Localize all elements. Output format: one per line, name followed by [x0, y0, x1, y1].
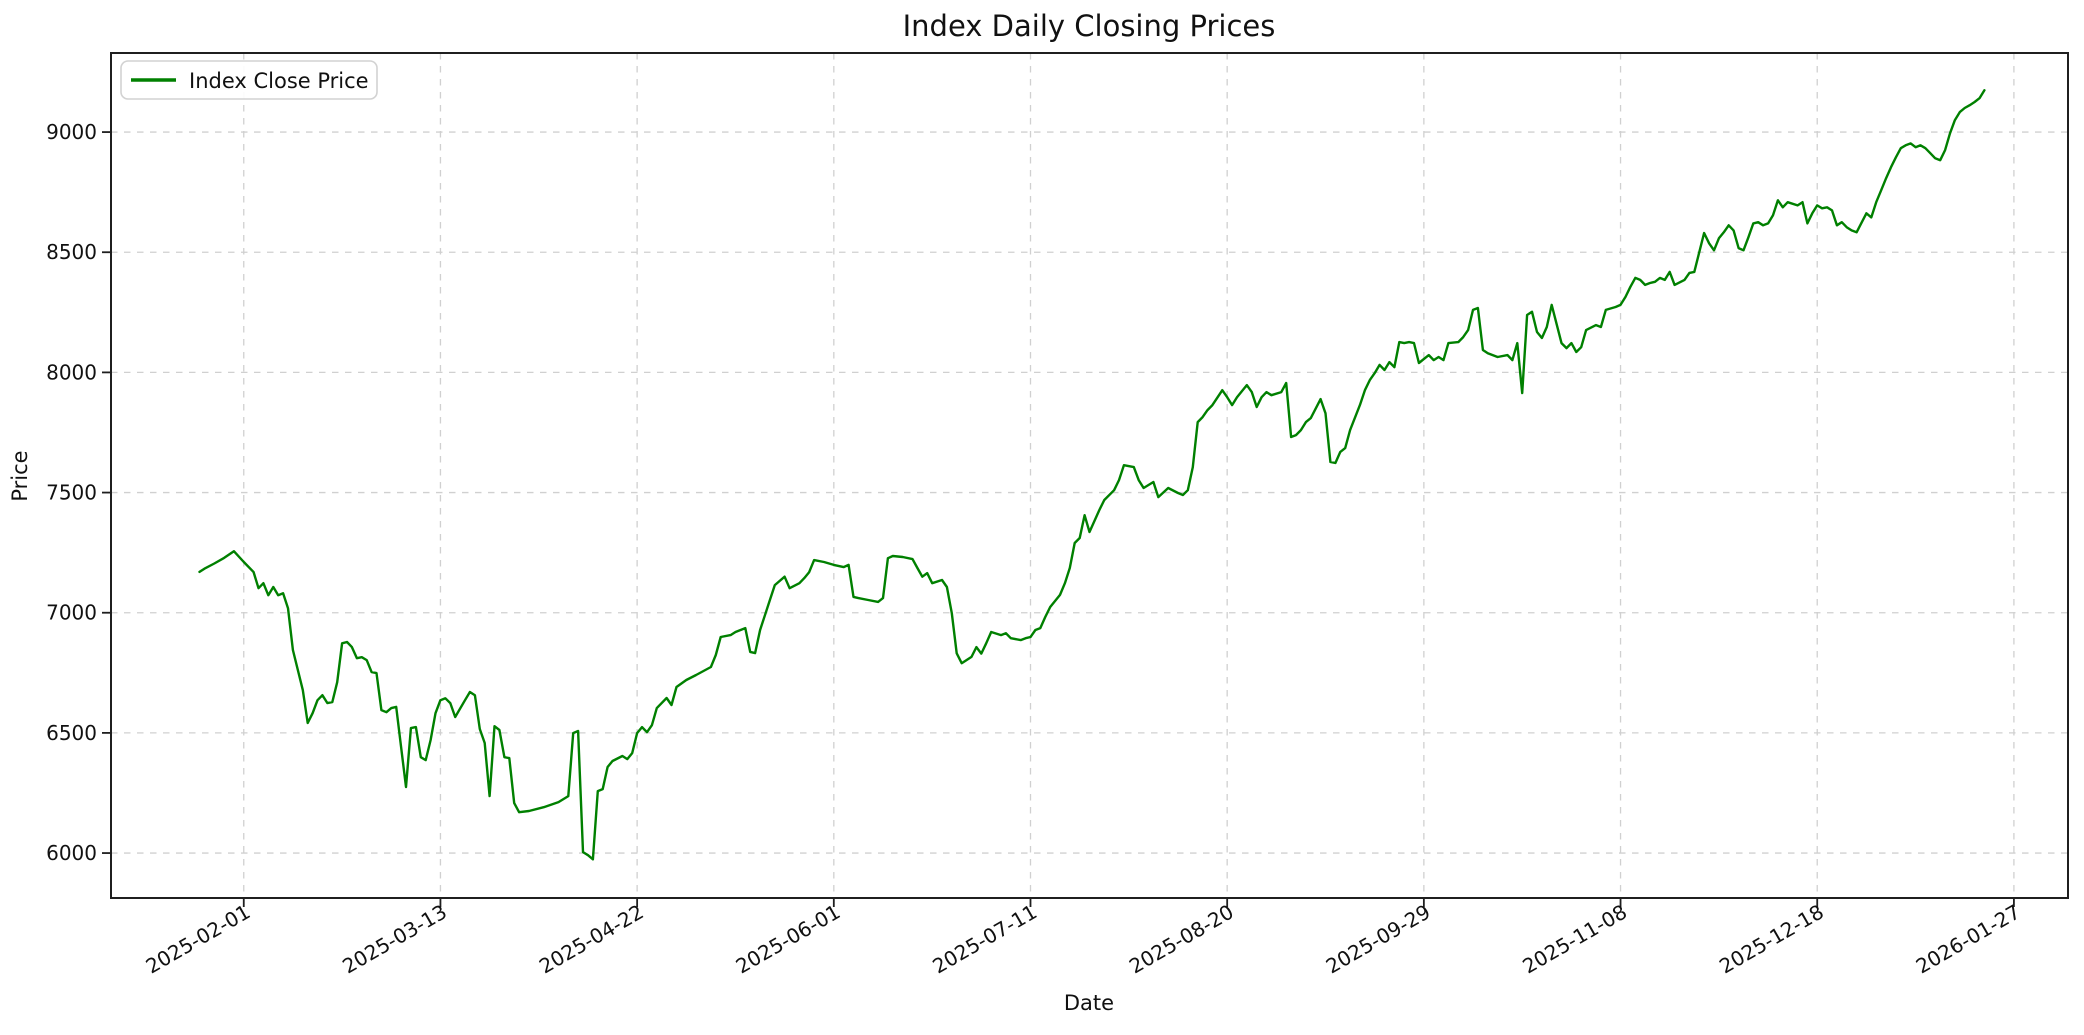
y-tick-label: 9000 — [46, 120, 97, 144]
x-tick-label: 2025-08-20 — [1125, 900, 1238, 979]
y-axis-tick-marks — [102, 131, 111, 854]
x-tick-label: 2025-02-01 — [142, 900, 255, 979]
y-tick-label: 7500 — [46, 481, 97, 505]
legend-box — [120, 60, 378, 100]
y-tick-label: 6500 — [46, 721, 97, 745]
vertical-gridlines — [243, 53, 2015, 898]
x-tick-label: 2025-06-01 — [732, 900, 845, 979]
plot-border — [110, 52, 2069, 899]
chart-title: Index Daily Closing Prices — [903, 9, 1276, 43]
y-axis-tick-labels: 6000 6500 7000 7500 8000 8500 9000 — [46, 120, 97, 865]
x-tick-label: 2025-07-11 — [928, 900, 1041, 979]
index-close-price-line — [198, 89, 1986, 861]
y-tick-label: 8500 — [46, 240, 97, 264]
legend-label: Index Close Price — [189, 69, 369, 93]
x-tick-label: 2025-09-29 — [1322, 900, 1435, 979]
legend: Index Close Price — [120, 60, 378, 100]
x-tick-label: 2026-01-27 — [1912, 900, 2025, 979]
y-tick-label: 8000 — [46, 360, 97, 384]
y-tick-label: 7000 — [46, 601, 97, 625]
horizontal-gridlines — [111, 131, 2068, 854]
x-axis-tick-marks — [242, 898, 2015, 907]
x-tick-label: 2025-04-22 — [535, 900, 648, 979]
y-tick-label: 6000 — [46, 841, 97, 865]
x-axis-label: Date — [1064, 991, 1114, 1015]
x-tick-label: 2025-11-08 — [1518, 900, 1631, 979]
y-axis-label: Price — [8, 450, 32, 501]
x-axis-tick-labels: 2025-02-01 2025-03-13 2025-04-22 2025-06-01… — [142, 900, 2025, 979]
x-tick-label: 2025-03-13 — [338, 900, 451, 979]
x-tick-label: 2025-12-18 — [1715, 900, 1828, 979]
